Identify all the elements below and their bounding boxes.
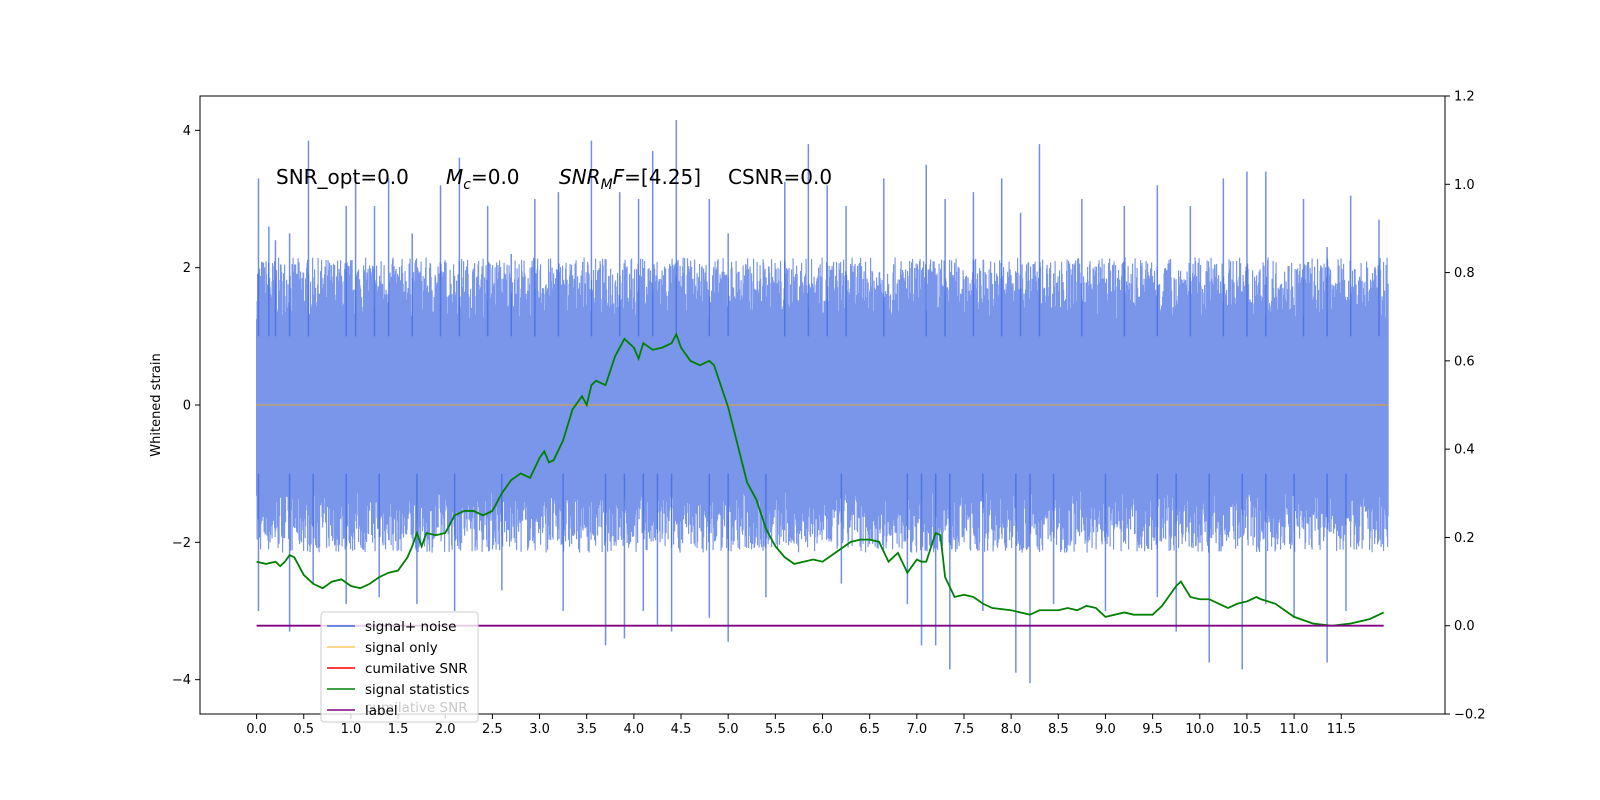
- y2-tick-label: 0.0: [1454, 619, 1475, 634]
- y-tick-label: −2: [172, 536, 191, 551]
- legend-label: signal only: [365, 640, 438, 656]
- y2-tick-label: 0.8: [1454, 266, 1475, 281]
- x-tick-label: 5.5: [765, 722, 786, 737]
- series-signal-statistics: [256, 332, 1385, 627]
- y-tick-label: 4: [183, 124, 191, 139]
- y2-tick-label: 1.2: [1454, 90, 1475, 105]
- y-tick-label: 0: [183, 399, 191, 414]
- legend-box: [320, 611, 479, 723]
- annotation-row: SNR_opt=0.0 Mc=0.0 SNRMF=[4.25] CSNR=0.0: [276, 165, 832, 193]
- y-axis-right: −0.2 0.0 0.2 0.4 0.6 0.8 1.0 1.2: [1445, 90, 1486, 723]
- x-tick-label: 9.5: [1142, 722, 1163, 737]
- x-tick-label: 8.0: [1001, 722, 1022, 737]
- y2-tick-label: 1.0: [1454, 178, 1475, 193]
- legend-label: signal+ noise: [365, 619, 456, 635]
- x-tick-label: 10.5: [1232, 722, 1261, 737]
- legend-label: signal statistics: [365, 682, 469, 698]
- annotation-csnr: CSNR=0.0: [728, 165, 832, 189]
- x-tick-label: 9.0: [1095, 722, 1116, 737]
- y2-tick-label: 0.4: [1454, 443, 1475, 458]
- y-axis-label: Whitened strain: [149, 353, 164, 456]
- legend-label: label: [365, 703, 398, 719]
- x-tick-label: 7.0: [906, 722, 927, 737]
- x-tick-label: 11.5: [1327, 722, 1356, 737]
- x-tick-label: 11.0: [1280, 722, 1309, 737]
- annotation-chirp-mass: Mc=0.0: [446, 165, 520, 193]
- annotation-snr-mf: SNRMF=[4.25]: [559, 165, 701, 193]
- y2-tick-label: −0.2: [1454, 708, 1486, 723]
- x-tick-label: 6.5: [859, 722, 880, 737]
- x-tick-label: 10.0: [1185, 722, 1214, 737]
- x-tick-label: 1.0: [341, 722, 362, 737]
- y2-tick-label: 0.6: [1454, 354, 1475, 369]
- x-tick-label: 3.5: [576, 722, 597, 737]
- y-axis-left: −4 −2 0 2 4: [172, 124, 200, 688]
- legend-label: cumilative SNR: [365, 661, 468, 677]
- legend-entries: signal+ noise signal only cumilative SNR si…: [327, 619, 469, 719]
- annotation-snr-opt: SNR_opt=0.0: [276, 165, 409, 189]
- signal-noise-layer: [255, 120, 1389, 684]
- x-tick-label: 1.5: [388, 722, 409, 737]
- y-tick-label: −4: [172, 673, 191, 688]
- x-tick-label: 4.0: [624, 722, 645, 737]
- x-tick-label: 0.0: [246, 722, 267, 737]
- x-tick-label: 6.0: [812, 722, 833, 737]
- y2-tick-label: 0.2: [1454, 531, 1475, 546]
- x-tick-label: 2.0: [435, 722, 456, 737]
- x-tick-label: 0.5: [293, 722, 314, 737]
- x-tick-label: 5.0: [718, 722, 739, 737]
- y-tick-label: 2: [183, 261, 191, 276]
- x-tick-label: 2.5: [482, 722, 503, 737]
- x-tick-label: 7.5: [954, 722, 975, 737]
- x-axis: 0.0 0.5 1.0 1.5 2.0 2.5 3.0 3.5 4.0 4.5 5.0 5.5 6.0 6…: [246, 714, 1356, 737]
- x-tick-label: 3.0: [529, 722, 550, 737]
- x-tick-label: 4.5: [671, 722, 692, 737]
- legend: cumilative SNR signal+ noise signal only c…: [320, 611, 479, 723]
- x-tick-label: 8.5: [1048, 722, 1069, 737]
- legend-hidden-text: cumilative SNR: [365, 700, 468, 716]
